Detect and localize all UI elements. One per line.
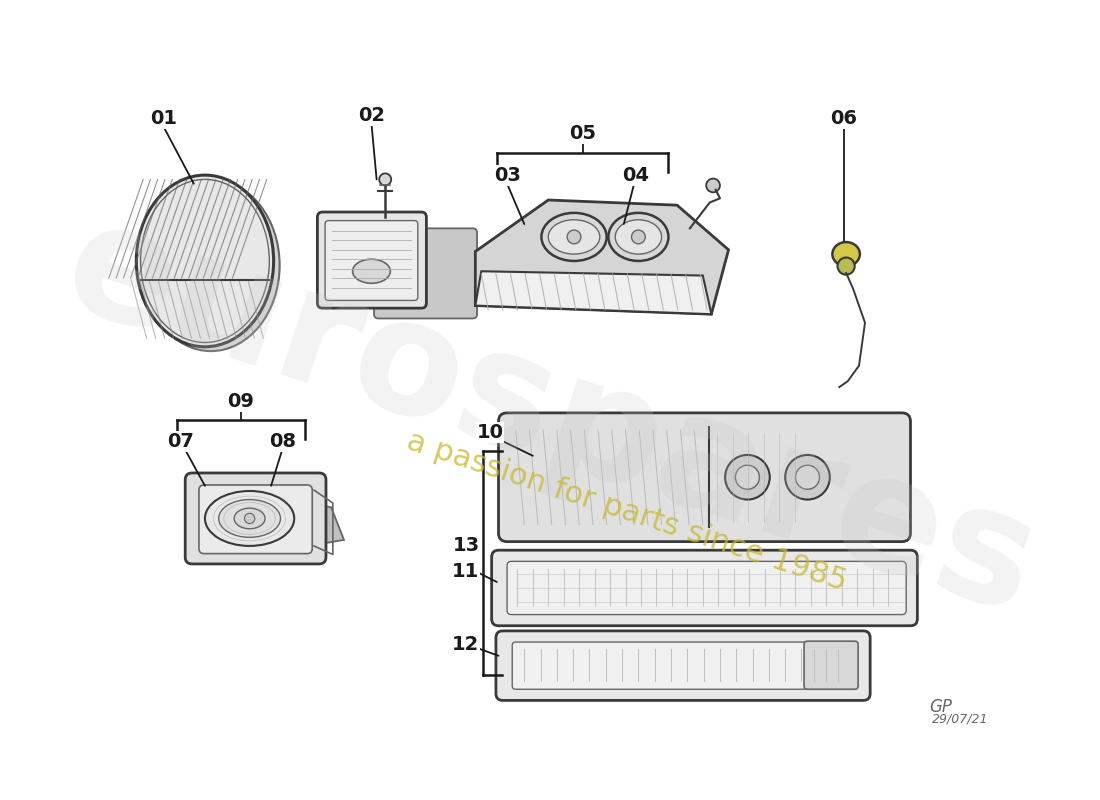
Ellipse shape: [608, 213, 669, 261]
Text: 04: 04: [623, 166, 649, 185]
Ellipse shape: [736, 466, 759, 490]
FancyBboxPatch shape: [326, 221, 418, 301]
FancyBboxPatch shape: [804, 641, 858, 690]
Text: eurospares: eurospares: [46, 187, 1054, 647]
Text: 09: 09: [228, 392, 254, 411]
Ellipse shape: [548, 220, 600, 254]
Text: 01: 01: [151, 109, 177, 128]
Ellipse shape: [725, 455, 770, 499]
Ellipse shape: [219, 499, 280, 538]
Text: 11: 11: [452, 562, 480, 581]
Ellipse shape: [136, 175, 274, 346]
Ellipse shape: [244, 514, 255, 523]
Text: 03: 03: [494, 166, 520, 185]
FancyBboxPatch shape: [507, 562, 906, 614]
Text: 08: 08: [268, 432, 296, 450]
Text: 02: 02: [358, 106, 385, 125]
Ellipse shape: [142, 179, 279, 351]
Ellipse shape: [379, 174, 392, 186]
Text: GP: GP: [930, 698, 952, 716]
FancyBboxPatch shape: [498, 413, 911, 542]
Ellipse shape: [205, 491, 294, 546]
Polygon shape: [475, 271, 712, 314]
Ellipse shape: [795, 466, 820, 490]
Ellipse shape: [837, 258, 855, 274]
Polygon shape: [194, 483, 344, 563]
Text: 05: 05: [569, 125, 596, 143]
Text: 12: 12: [452, 635, 480, 654]
FancyBboxPatch shape: [496, 631, 870, 701]
Ellipse shape: [631, 230, 646, 244]
Ellipse shape: [234, 508, 265, 529]
Ellipse shape: [541, 213, 606, 261]
FancyBboxPatch shape: [185, 473, 326, 564]
Text: 29/07/21: 29/07/21: [932, 713, 989, 726]
FancyBboxPatch shape: [318, 212, 427, 308]
FancyBboxPatch shape: [492, 550, 917, 626]
Ellipse shape: [353, 259, 390, 283]
Text: 10: 10: [476, 423, 504, 442]
FancyBboxPatch shape: [374, 228, 477, 318]
Ellipse shape: [706, 178, 719, 192]
FancyBboxPatch shape: [513, 642, 828, 690]
FancyBboxPatch shape: [199, 485, 312, 554]
Ellipse shape: [785, 455, 829, 499]
Ellipse shape: [568, 230, 581, 244]
Text: a passion for parts since 1985: a passion for parts since 1985: [404, 426, 851, 597]
Text: 06: 06: [830, 109, 857, 128]
Ellipse shape: [833, 242, 860, 266]
Ellipse shape: [615, 220, 661, 254]
Text: 13: 13: [452, 537, 480, 555]
Text: 07: 07: [167, 432, 195, 450]
Polygon shape: [475, 200, 728, 314]
